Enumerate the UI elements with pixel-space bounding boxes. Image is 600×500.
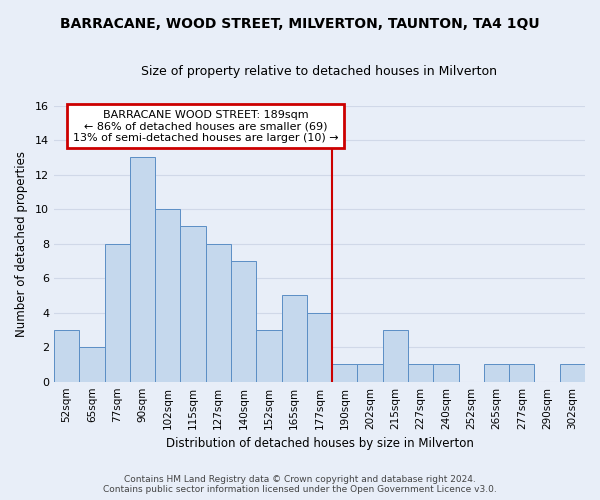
Bar (130, 158, 155, 382)
Y-axis label: Number of detached properties: Number of detached properties (15, 150, 28, 336)
Title: Size of property relative to detached houses in Milverton: Size of property relative to detached ho… (142, 65, 497, 78)
Bar (54, 330, 79, 382)
Bar (433, 364, 458, 382)
X-axis label: Distribution of detached houses by size in Milverton: Distribution of detached houses by size … (166, 437, 473, 450)
Bar (231, 261, 256, 382)
Bar (560, 364, 585, 382)
Bar (358, 364, 383, 382)
Bar (155, 209, 181, 382)
Bar (408, 364, 433, 382)
Bar (307, 312, 332, 382)
Bar (256, 330, 281, 382)
Bar (509, 364, 535, 382)
Bar (484, 364, 509, 382)
Bar (281, 296, 307, 382)
Bar (332, 364, 358, 382)
Bar (181, 226, 206, 382)
Text: BARRACANE WOOD STREET: 189sqm
← 86% of detached houses are smaller (69)
13% of s: BARRACANE WOOD STREET: 189sqm ← 86% of d… (73, 110, 338, 143)
Bar (104, 244, 130, 382)
Text: Contains HM Land Registry data © Crown copyright and database right 2024.
Contai: Contains HM Land Registry data © Crown c… (103, 474, 497, 494)
Bar (206, 244, 231, 382)
Bar (383, 330, 408, 382)
Text: BARRACANE, WOOD STREET, MILVERTON, TAUNTON, TA4 1QU: BARRACANE, WOOD STREET, MILVERTON, TAUNT… (60, 18, 540, 32)
Bar (79, 347, 104, 382)
